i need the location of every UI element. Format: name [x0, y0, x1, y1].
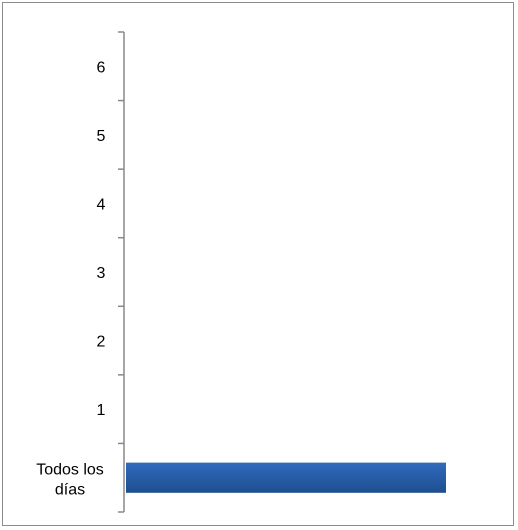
- category-label: 1: [97, 402, 106, 419]
- category-labels: Todos los días 1 2 3 4 5 6: [36, 59, 105, 498]
- bar: [126, 462, 446, 493]
- category-label: 2: [97, 334, 106, 351]
- category-label: Todos los días: [36, 462, 104, 499]
- category-label: 6: [97, 59, 106, 76]
- axis-ticks: [118, 31, 124, 513]
- chart-frame: [2, 2, 514, 526]
- category-label: 5: [97, 128, 106, 145]
- category-label: 4: [97, 196, 106, 213]
- category-label: 3: [97, 265, 106, 282]
- bars: [126, 462, 446, 493]
